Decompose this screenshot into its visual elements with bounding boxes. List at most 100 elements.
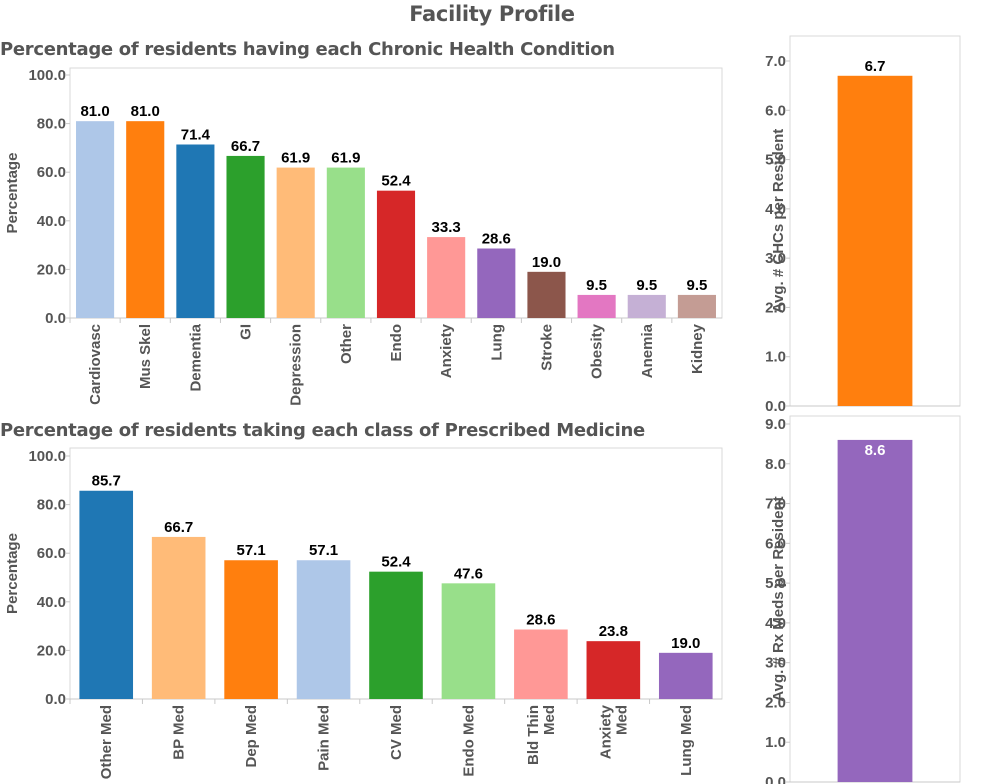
rx-avg-ytick-label: 8.0 — [765, 456, 786, 473]
rx-chart-title: Percentage of residents taking each clas… — [0, 420, 645, 441]
chc-category-label-line: Obesity — [589, 323, 606, 379]
rx-category-label-line: BP Med — [171, 705, 188, 760]
rx-category-label: BP Med — [171, 705, 188, 760]
chc-chart-title: Percentage of residents having each Chro… — [0, 39, 615, 60]
chc-ytick-label: 0.0 — [45, 310, 66, 327]
chc-data-label: 81.0 — [80, 103, 109, 120]
rx-avg-ytick-label: 3.0 — [765, 655, 786, 672]
chc-category-label-line: Cardiovasc — [87, 324, 104, 405]
chc-avg-ytick-label: 0.0 — [765, 398, 786, 415]
chc-data-label: 9.5 — [586, 277, 607, 294]
chc-category-label-line: Kidney — [689, 323, 706, 374]
chc-chart: 0.0 20.0 40.0 60.0 80.0 100.0 Percentage 81.0 Ca… — [4, 67, 723, 406]
chc-bar — [527, 271, 566, 318]
chc-bar — [627, 294, 666, 318]
chc-bar — [126, 121, 165, 318]
rx-avg-bar — [837, 439, 913, 782]
chc-avg-ytick-label: 1.0 — [765, 349, 786, 366]
chc-category-label: Lung — [488, 324, 505, 361]
chc-category-label-line: Depression — [288, 324, 305, 406]
chc-category-label: Stroke — [538, 324, 555, 371]
rx-chart: 0.0 20.0 40.0 60.0 80.0 100.0 Percentage 85.7 Ot… — [4, 447, 723, 779]
rx-category-label: AnxietyMed — [597, 704, 630, 759]
rx-category-label: Lung Med — [678, 705, 695, 776]
rx-ytick-label: 20.0 — [37, 642, 66, 659]
rx-bar — [586, 641, 641, 699]
chc-data-label: 81.0 — [131, 103, 160, 120]
rx-avg-ytick-label: 0.0 — [765, 774, 786, 784]
rx-avg-y-axis-label: Avg. # Rx Meds per Resident — [770, 496, 787, 701]
rx-data-label: 23.8 — [599, 623, 628, 640]
chc-avg-bar — [837, 75, 913, 407]
chc-category-label: Cardiovasc — [87, 324, 104, 405]
rx-data-label: 57.1 — [309, 542, 338, 559]
rx-bar — [151, 536, 206, 699]
rx-avg-chart: 0.0 1.0 2.0 3.0 4.0 5.0 6.0 7.0 8.0 9.0 Avg. # Rx … — [765, 415, 961, 784]
chc-bar — [677, 294, 716, 318]
chc-ytick-label: 40.0 — [37, 213, 66, 230]
chc-avg-ytick-label: 3.0 — [765, 250, 786, 267]
rx-avg-ytick-label: 1.0 — [765, 734, 786, 751]
rx-category-label: Endo Med — [460, 705, 477, 777]
rx-avg-ytick-label: 4.0 — [765, 615, 786, 632]
rx-ytick-label: 100.0 — [28, 448, 66, 465]
chc-category-label: Obesity — [589, 323, 606, 379]
chc-avg-data-label: 6.7 — [865, 58, 886, 75]
chc-bar — [477, 248, 516, 318]
rx-category-label-line: Lung Med — [678, 705, 695, 776]
chc-bar — [326, 167, 365, 318]
chc-avg-y-axis-label: Avg. # CHCs per Resident — [770, 129, 787, 314]
chc-category-label-line: Other — [338, 324, 355, 364]
rx-bar — [224, 560, 278, 699]
rx-data-label: 57.1 — [237, 542, 266, 559]
rx-ytick-label: 60.0 — [37, 545, 66, 562]
rx-category-label-line: Med — [613, 705, 630, 735]
chc-bar — [276, 167, 315, 318]
rx-data-label: 52.4 — [381, 554, 411, 571]
rx-data-label: 85.7 — [92, 473, 121, 490]
chc-category-label: Endo — [388, 324, 405, 362]
rx-data-label: 47.6 — [454, 565, 483, 582]
chc-avg-ytick-label: 7.0 — [765, 53, 786, 70]
chc-avg-ytick-label: 2.0 — [765, 299, 786, 316]
rx-category-label-line: Pain Med — [316, 705, 333, 771]
rx-bar — [658, 652, 713, 699]
rx-avg-ytick-label: 2.0 — [765, 694, 786, 711]
chc-avg-ytick-label: 5.0 — [765, 152, 786, 169]
chc-category-label-line: Dementia — [187, 323, 204, 391]
chc-category-label-line: Endo — [388, 324, 405, 362]
chc-category-label: GI — [238, 324, 255, 340]
rx-y-axis-label: Percentage — [4, 533, 21, 614]
rx-bar — [369, 571, 423, 699]
rx-category-label-line: Dep Med — [243, 705, 260, 768]
chc-category-label: Depression — [288, 324, 305, 406]
rx-avg-ytick-label: 5.0 — [765, 575, 786, 592]
chc-bar — [76, 121, 115, 318]
chc-category-label: Kidney — [689, 323, 706, 374]
rx-category-label-line: Bld Thin — [525, 705, 542, 765]
rx-category-label: Pain Med — [316, 705, 333, 771]
rx-category-label: CV Med — [388, 705, 405, 760]
rx-data-label: 19.0 — [671, 635, 700, 652]
rx-bar — [296, 560, 351, 699]
rx-category-label: Other Med — [98, 705, 115, 779]
chc-category-label: Other — [338, 324, 355, 364]
chc-category-label: Mus Skel — [137, 324, 154, 389]
chc-data-label: 28.6 — [482, 231, 511, 248]
chc-category-label-line: Anemia — [639, 323, 656, 378]
chc-category-label-line: Mus Skel — [137, 324, 154, 389]
chc-data-label: 9.5 — [686, 277, 707, 294]
rx-ytick-label: 40.0 — [37, 594, 66, 611]
rx-data-label: 28.6 — [526, 612, 555, 629]
rx-bar — [79, 490, 134, 699]
chc-category-label-line: GI — [238, 324, 255, 340]
chc-data-label: 71.4 — [181, 126, 211, 143]
rx-category-label-line: Endo Med — [460, 705, 477, 777]
chc-category-label-line: Stroke — [538, 324, 555, 371]
chc-category-label-line: Anxiety — [438, 323, 455, 378]
rx-category-label: Bld ThinMed — [525, 705, 558, 765]
chc-bar — [427, 237, 466, 318]
chc-data-label: 9.5 — [636, 277, 657, 294]
chc-category-label-line: Lung — [488, 324, 505, 361]
chc-ytick-label: 60.0 — [37, 164, 66, 181]
